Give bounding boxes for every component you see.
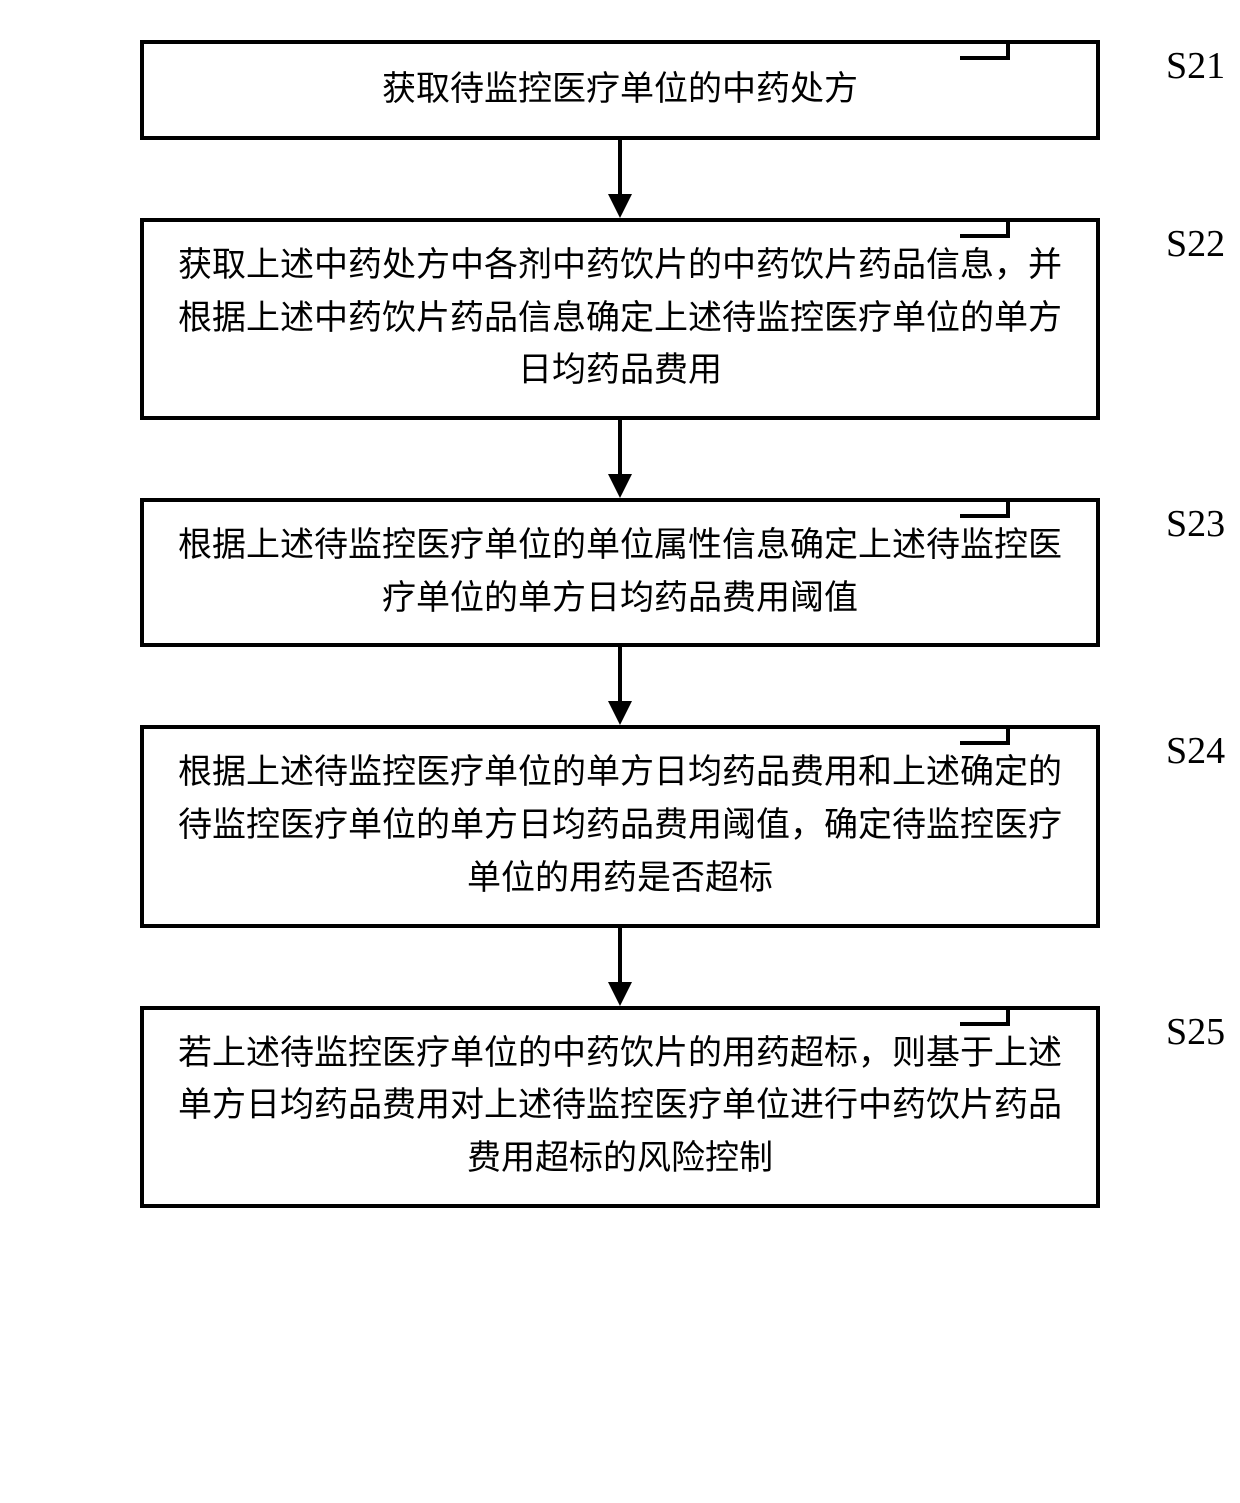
arrow	[30, 928, 1210, 1006]
step-text: 若上述待监控医疗单位的中药饮片的用药超标，则基于上述单方日均药品费用对上述待监控…	[174, 1028, 1066, 1186]
arrow	[30, 647, 1210, 725]
arrow	[30, 420, 1210, 498]
step-box-s24: 根据上述待监控医疗单位的单方日均药品费用和上述确定的待监控医疗单位的单方日均药品…	[140, 725, 1100, 927]
step-text: 根据上述待监控医疗单位的单位属性信息确定上述待监控医疗单位的单方日均药品费用阈值	[174, 520, 1066, 625]
step-label-s25: S25	[1166, 1010, 1225, 1054]
step-text: 根据上述待监控医疗单位的单方日均药品费用和上述确定的待监控医疗单位的单方日均药品…	[174, 747, 1066, 905]
step-box-s22: 获取上述中药处方中各剂中药饮片的中药饮片药品信息，并根据上述中药饮片药品信息确定…	[140, 218, 1100, 420]
step-label-s24: S24	[1166, 729, 1225, 773]
step-box-s23: 根据上述待监控医疗单位的单位属性信息确定上述待监控医疗单位的单方日均药品费用阈值	[140, 498, 1100, 647]
step-row: 若上述待监控医疗单位的中药饮片的用药超标，则基于上述单方日均药品费用对上述待监控…	[30, 1006, 1210, 1208]
step-row: 获取上述中药处方中各剂中药饮片的中药饮片药品信息，并根据上述中药饮片药品信息确定…	[30, 218, 1210, 420]
step-box-s21: 获取待监控医疗单位的中药处方	[140, 40, 1100, 140]
step-text: 获取上述中药处方中各剂中药饮片的中药饮片药品信息，并根据上述中药饮片药品信息确定…	[174, 240, 1066, 398]
step-label-s23: S23	[1166, 502, 1225, 546]
step-row: 获取待监控医疗单位的中药处方 S21	[30, 40, 1210, 140]
step-label-s22: S22	[1166, 222, 1225, 266]
step-label-s21: S21	[1166, 44, 1225, 88]
step-row: 根据上述待监控医疗单位的单位属性信息确定上述待监控医疗单位的单方日均药品费用阈值…	[30, 498, 1210, 647]
arrow	[30, 140, 1210, 218]
step-box-s25: 若上述待监控医疗单位的中药饮片的用药超标，则基于上述单方日均药品费用对上述待监控…	[140, 1006, 1100, 1208]
step-text: 获取待监控医疗单位的中药处方	[382, 64, 858, 117]
flowchart-container: 获取待监控医疗单位的中药处方 S21 获取上述中药处方中各剂中药饮片的中药饮片药…	[30, 40, 1210, 1208]
step-row: 根据上述待监控医疗单位的单方日均药品费用和上述确定的待监控医疗单位的单方日均药品…	[30, 725, 1210, 927]
